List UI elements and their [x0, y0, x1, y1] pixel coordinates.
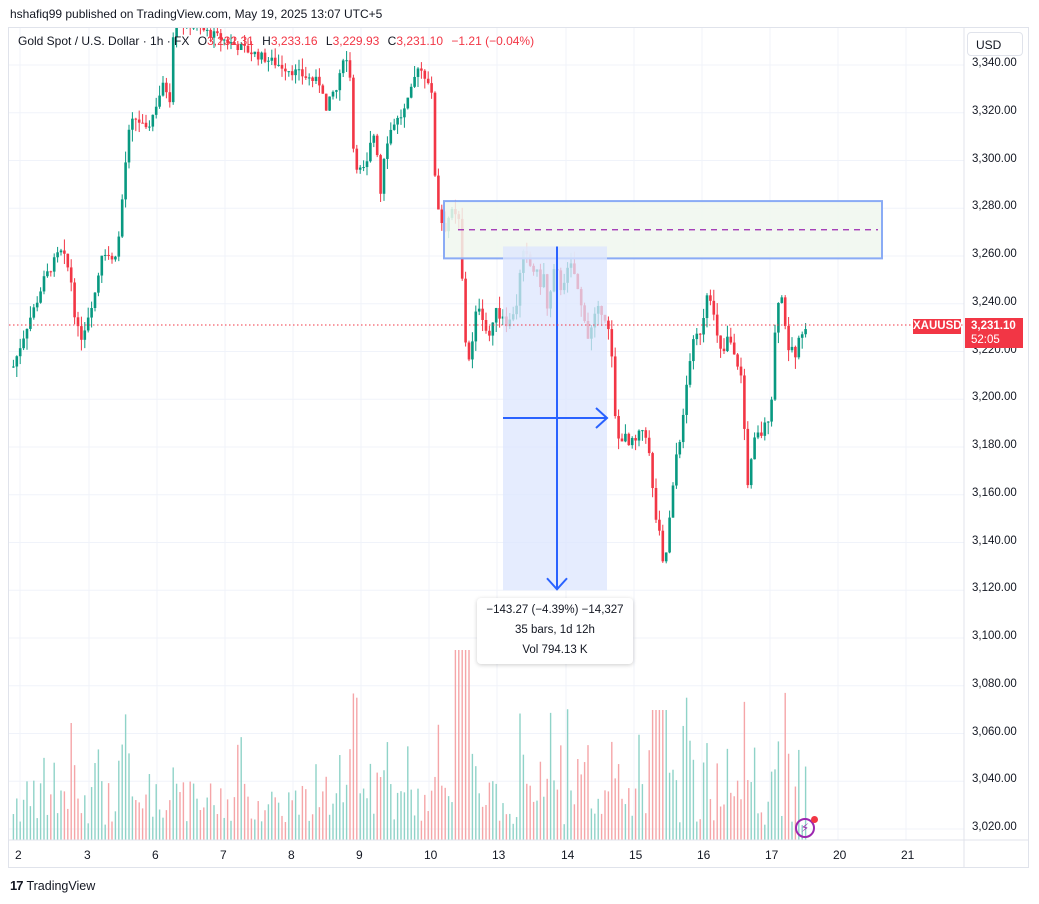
time-tick: 10 — [424, 848, 438, 862]
currency-button[interactable]: USD — [967, 32, 1023, 56]
time-tick: 2 — [15, 848, 22, 862]
last-price-label: 3,231.10 52:05 — [965, 318, 1023, 348]
price-tick: 3,320.00 — [972, 104, 1017, 117]
time-tick: 14 — [561, 848, 575, 862]
open-value: 3,232.31 — [207, 34, 254, 48]
price-tick: 3,340.00 — [972, 57, 1017, 69]
price-tick: 3,300.00 — [972, 152, 1017, 165]
price-tick: 3,260.00 — [972, 248, 1017, 260]
time-tick: 8 — [288, 848, 295, 862]
lightning-icon[interactable]: ⚡ — [795, 816, 818, 838]
time-tick: 9 — [356, 848, 363, 862]
time-tick: 20 — [833, 848, 847, 862]
time-tick: 17 — [765, 848, 779, 862]
last-price: 3,231.10 — [971, 320, 1016, 332]
price-tick: 3,100.00 — [972, 630, 1017, 642]
price-tick: 3,040.00 — [972, 773, 1017, 786]
measure-volume: Vol 794.13 K — [522, 644, 588, 656]
symbol-price-tag: XAUUSD — [913, 319, 962, 334]
symbol-legend: Gold Spot / U.S. Dollar · 1h · FX O3,232… — [18, 34, 535, 48]
high-value: 3,233.16 — [270, 34, 318, 48]
time-tick: 21 — [901, 848, 915, 862]
chart-frame — [8, 27, 1029, 868]
tradingview-logo-icon: 17 — [10, 878, 24, 893]
price-tick: 3,060.00 — [972, 725, 1017, 738]
publisher-line: hshafiq99 published on TradingView.com, … — [10, 7, 383, 21]
symbol-title: Gold Spot / U.S. Dollar · 1h · FX — [18, 34, 190, 48]
measure-bars: 35 bars, 1d 12h — [515, 624, 595, 636]
measure-change: −143.27 (−4.39%) −14,327 — [486, 604, 624, 616]
tradingview-brand: 17 TradingView — [10, 878, 96, 893]
price-tick: 3,180.00 — [972, 439, 1017, 451]
price-tick: 3,080.00 — [972, 677, 1017, 690]
time-tick: 13 — [492, 848, 506, 862]
time-tick: 15 — [629, 848, 643, 862]
bar-countdown: 52:05 — [971, 334, 1000, 346]
notification-dot — [811, 816, 818, 823]
price-tick: 3,160.00 — [972, 486, 1017, 499]
time-tick: 6 — [152, 848, 159, 862]
close-value: 3,231.10 — [396, 34, 444, 48]
price-tick: 3,120.00 — [972, 582, 1017, 595]
measure-tooltip: −143.27 (−4.39%) −14,327 35 bars, 1d 12h… — [477, 598, 633, 664]
price-tick: 3,140.00 — [972, 534, 1017, 547]
change-value: −1.21 (−0.04%) — [451, 34, 535, 48]
price-tick: 3,200.00 — [972, 391, 1017, 404]
price-tick: 3,240.00 — [972, 295, 1017, 308]
time-tick: 3 — [84, 848, 91, 862]
price-tick: 3,280.00 — [972, 200, 1017, 213]
time-tick: 16 — [697, 848, 711, 862]
time-tick: 7 — [220, 848, 227, 862]
price-tick: 3,020.00 — [972, 821, 1017, 833]
low-value: 3,229.93 — [332, 34, 380, 48]
